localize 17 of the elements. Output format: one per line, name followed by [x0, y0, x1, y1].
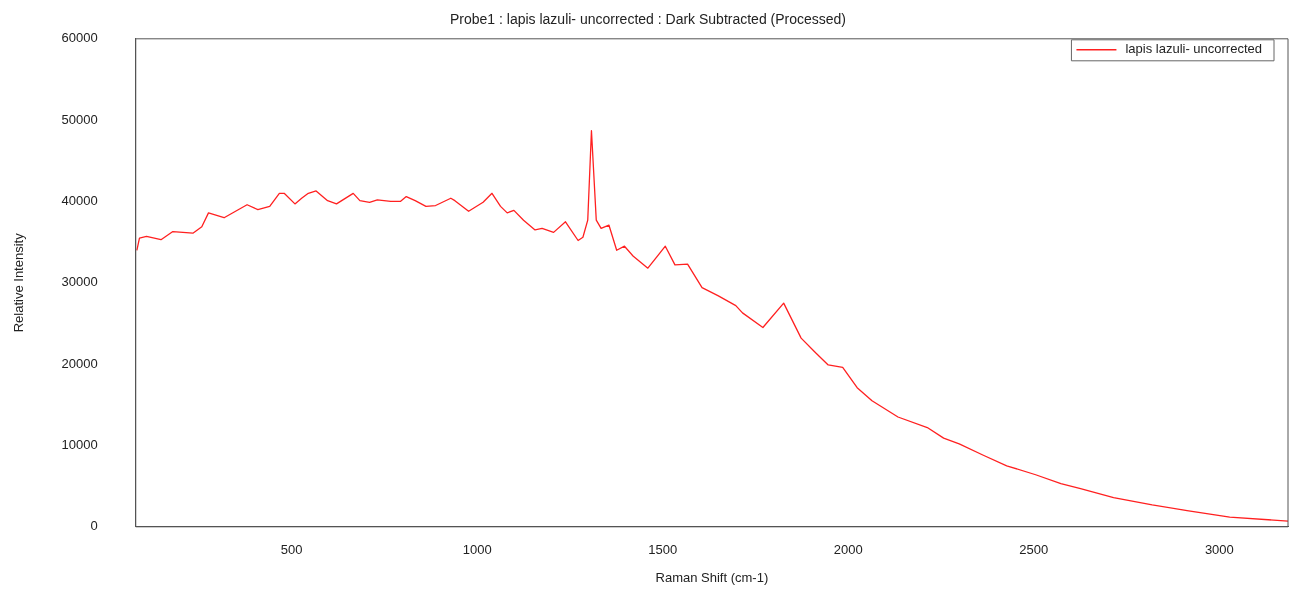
x-tick-label: 3000	[1204, 542, 1234, 558]
y-tick-label: 10000	[61, 437, 98, 453]
y-tick-label: 0	[90, 518, 98, 534]
y-axis-title: Relative Intensity	[11, 232, 27, 333]
chart-title: Probe1 : lapis lazuli- uncorrected : Dark Subtracted (Processed)	[449, 11, 847, 28]
legend-label: lapis lazuli- uncorrected	[1125, 41, 1263, 57]
y-tick-label: 50000	[61, 111, 98, 127]
y-tick-label: 30000	[61, 274, 98, 290]
y-tick-label: 60000	[61, 30, 98, 46]
x-tick-label: 1000	[462, 542, 492, 558]
y-tick-label: 20000	[61, 355, 98, 371]
x-tick-label: 2500	[1019, 542, 1049, 558]
x-axis-title: Raman Shift (cm-1)	[655, 569, 769, 585]
y-tick-label: 40000	[61, 193, 98, 209]
x-tick-label: 500	[280, 542, 303, 558]
x-tick-label: 1500	[648, 542, 678, 558]
x-tick-label: 2000	[833, 542, 863, 558]
